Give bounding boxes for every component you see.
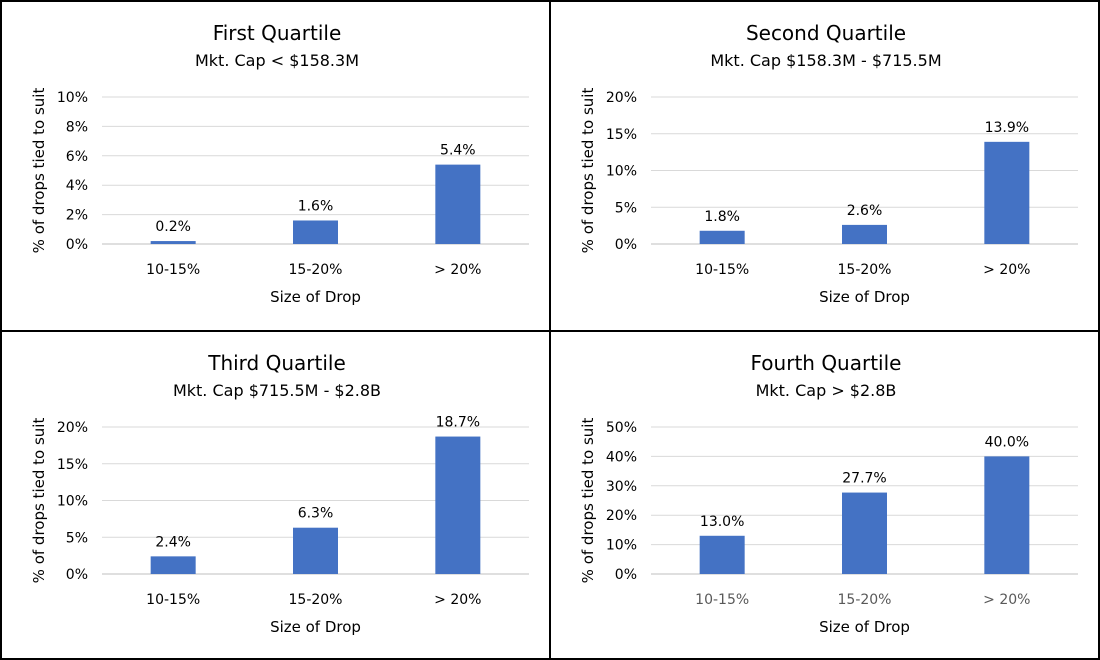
data-label: 2.4% xyxy=(155,534,191,550)
bar-10-15 xyxy=(699,230,745,244)
x-tick-label: 10-15% xyxy=(146,262,200,278)
x-axis-title: Size of Drop xyxy=(819,618,910,636)
y-axis-title: % of drops tied to suit xyxy=(30,88,48,254)
data-label: 1.8% xyxy=(704,209,740,225)
y-tick-label: 4% xyxy=(66,178,88,194)
y-tick-label: 20% xyxy=(606,90,637,106)
x-tick-label: > 20% xyxy=(434,262,481,278)
bar-15-20 xyxy=(293,527,338,574)
y-tick-label: 8% xyxy=(66,119,88,135)
x-tick-label: 15-20% xyxy=(289,592,343,608)
chart-subtitle: Mkt. Cap $158.3M - $715.5M xyxy=(710,51,941,70)
y-tick-label: 2% xyxy=(66,208,88,224)
y-tick-label: 0% xyxy=(66,567,88,583)
x-axis-title: Size of Drop xyxy=(270,618,361,636)
x-tick-label: 15-20% xyxy=(838,592,892,608)
x-tick-label: > 20% xyxy=(983,262,1030,278)
y-tick-label: 10% xyxy=(606,164,637,180)
y-tick-label: 20% xyxy=(606,508,637,524)
data-label: 1.6% xyxy=(298,198,334,214)
bar-20 xyxy=(435,436,481,574)
y-axis-title: % of drops tied to suit xyxy=(579,88,597,254)
x-tick-label: > 20% xyxy=(434,592,481,608)
x-tick-label: > 20% xyxy=(983,592,1030,608)
y-tick-label: 5% xyxy=(615,200,637,216)
x-tick-label: 15-20% xyxy=(838,262,892,278)
y-tick-label: 0% xyxy=(615,567,637,583)
data-label: 0.2% xyxy=(155,219,191,235)
chart-panel-fourth-quartile: Fourth Quartile Mkt. Cap > $2.8B 0% 10% 20% 3… xyxy=(549,330,1100,660)
x-tick-label: 10-15% xyxy=(146,592,200,608)
y-tick-label: 10% xyxy=(57,90,88,106)
y-tick-label: 6% xyxy=(66,149,88,165)
data-label: 13.9% xyxy=(985,120,1029,136)
chart-title: First Quartile xyxy=(213,21,342,45)
chart-title: Second Quartile xyxy=(746,21,906,45)
data-label: 27.7% xyxy=(842,471,886,487)
chart-title: Third Quartile xyxy=(207,351,346,375)
data-label: 40.0% xyxy=(985,434,1029,450)
bar-15-20 xyxy=(842,492,887,574)
x-tick-label: 10-15% xyxy=(695,592,749,608)
chart-subtitle: Mkt. Cap > $2.8B xyxy=(756,381,897,400)
bar-20 xyxy=(984,141,1030,244)
data-label: 6.3% xyxy=(298,506,334,522)
y-tick-label: 0% xyxy=(615,237,637,253)
data-label: 2.6% xyxy=(847,203,883,219)
y-axis-title: % of drops tied to suit xyxy=(579,418,597,584)
y-tick-label: 20% xyxy=(57,420,88,436)
x-axis-title: Size of Drop xyxy=(819,288,910,306)
chart-panel-second-quartile: Second Quartile Mkt. Cap $158.3M - $715.5… xyxy=(549,0,1100,332)
y-tick-label: 40% xyxy=(606,449,637,465)
bar-10-15 xyxy=(150,241,196,244)
chart-title: Fourth Quartile xyxy=(751,351,902,375)
chart-subtitle: Mkt. Cap < $158.3M xyxy=(195,51,359,70)
bar-15-20 xyxy=(842,224,887,244)
x-axis-title: Size of Drop xyxy=(270,288,361,306)
y-tick-label: 0% xyxy=(66,237,88,253)
chart-panel-first-quartile: First Quartile Mkt. Cap < $158.3M 0% 2% 4% 6%… xyxy=(0,0,551,332)
x-tick-label: 15-20% xyxy=(289,262,343,278)
chart-subtitle: Mkt. Cap $715.5M - $2.8B xyxy=(173,381,381,400)
bar-15-20 xyxy=(293,220,338,244)
chart-svg: Second Quartile Mkt. Cap $158.3M - $715.5… xyxy=(579,21,1078,306)
bar-10-15 xyxy=(150,556,196,574)
chart-panel-third-quartile: Third Quartile Mkt. Cap $715.5M - $2.8B 0%… xyxy=(0,330,551,660)
data-label: 13.0% xyxy=(700,514,744,530)
chart-svg: First Quartile Mkt. Cap < $158.3M 0% 2% 4% 6%… xyxy=(30,21,529,306)
bar-20 xyxy=(984,456,1030,574)
bar-20 xyxy=(435,164,481,244)
y-axis-title: % of drops tied to suit xyxy=(30,418,48,584)
chart-svg: Third Quartile Mkt. Cap $715.5M - $2.8B 0%… xyxy=(30,351,529,636)
chart-svg: Fourth Quartile Mkt. Cap > $2.8B 0% 10% 20% 3… xyxy=(579,351,1078,636)
y-tick-label: 10% xyxy=(606,538,637,554)
x-tick-label: 10-15% xyxy=(695,262,749,278)
y-tick-label: 50% xyxy=(606,420,637,436)
data-label: 5.4% xyxy=(440,143,476,159)
y-tick-label: 15% xyxy=(606,127,637,143)
y-tick-label: 30% xyxy=(606,479,637,495)
y-tick-label: 15% xyxy=(57,457,88,473)
y-tick-label: 5% xyxy=(66,530,88,546)
data-label: 18.7% xyxy=(436,415,480,431)
y-tick-label: 10% xyxy=(57,494,88,510)
bar-10-15 xyxy=(699,535,745,574)
